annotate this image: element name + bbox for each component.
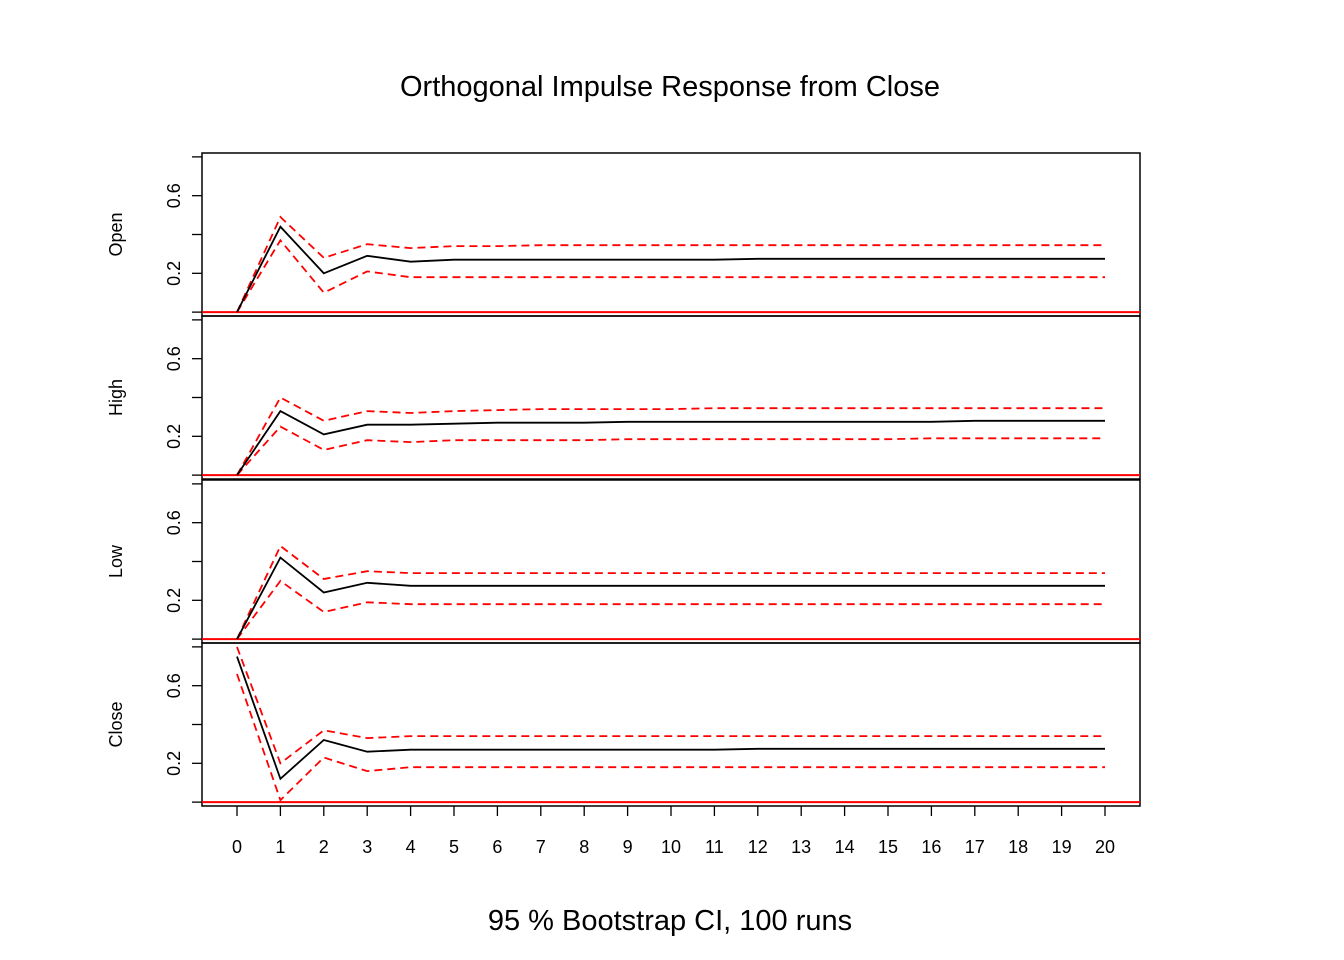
panel-frame — [201, 642, 1141, 807]
y-tick-label: 0.6 — [164, 346, 184, 371]
x-tick-label: 4 — [406, 837, 416, 857]
panel-close: 0.2 0.6 Close — [106, 642, 1141, 807]
ci-upper-line — [236, 215, 1105, 313]
irf-line — [236, 556, 1105, 640]
x-tick-label: 16 — [921, 837, 941, 857]
x-tick-label: 12 — [748, 837, 768, 857]
panel-label-low: Low — [106, 544, 126, 578]
irf-line — [236, 225, 1105, 313]
panel-open: 0.2 0.6 Open — [106, 152, 1141, 317]
x-tick-label: 14 — [835, 837, 855, 857]
x-tick-label: 7 — [536, 837, 546, 857]
irf-line — [236, 656, 1105, 781]
ci-lower-line — [236, 579, 1105, 640]
panel-label-close: Close — [106, 701, 126, 747]
chart-panels: 0.2 0.6 Open 0.2 0.6 High 0.2 0.6 Low 0.2 0.6 Close — [106, 152, 1141, 807]
ci-upper-line — [236, 646, 1105, 765]
y-tick-label: 0.2 — [164, 424, 184, 449]
x-tick-label: 1 — [275, 837, 285, 857]
panel-frame — [201, 479, 1141, 644]
x-tick-label: 20 — [1095, 837, 1115, 857]
panel-frame — [201, 315, 1141, 480]
x-tick-label: 10 — [661, 837, 681, 857]
panel-high: 0.2 0.6 High — [106, 315, 1141, 480]
panel-low: 0.2 0.6 Low — [106, 479, 1141, 644]
x-tick-label: 17 — [965, 837, 985, 857]
x-axis: 0 1 2 3 4 5 6 7 8 9 10 11 12 13 14 15 16 17 18 19 20 — [232, 806, 1115, 857]
y-tick-label: 0.6 — [164, 673, 184, 698]
x-tick-label: 9 — [623, 837, 633, 857]
x-tick-label: 2 — [319, 837, 329, 857]
y-tick-label: 0.2 — [164, 588, 184, 613]
chart-title: Orthogonal Impulse Response from Close — [400, 71, 940, 103]
y-tick-label: 0.6 — [164, 510, 184, 535]
ci-lower-line — [236, 673, 1105, 802]
x-tick-label: 13 — [791, 837, 811, 857]
panel-label-open: Open — [106, 212, 126, 256]
x-tick-label: 18 — [1008, 837, 1028, 857]
y-tick-label: 0.6 — [164, 183, 184, 208]
x-tick-label: 5 — [449, 837, 459, 857]
ci-lower-line — [236, 425, 1105, 476]
ci-upper-line — [236, 544, 1105, 640]
x-axis-label: 95 % Bootstrap CI, 100 runs — [488, 905, 852, 937]
y-tick-label: 0.2 — [164, 261, 184, 286]
panel-frame — [201, 152, 1141, 317]
x-tick-label: 0 — [232, 837, 242, 857]
x-tick-label: 6 — [492, 837, 502, 857]
irf-line — [236, 409, 1105, 476]
x-tick-label: 15 — [878, 837, 898, 857]
x-tick-label: 3 — [362, 837, 372, 857]
ci-upper-line — [236, 396, 1105, 476]
x-tick-label: 8 — [579, 837, 589, 857]
panel-label-high: High — [106, 379, 126, 416]
x-tick-label: 11 — [705, 837, 724, 857]
ci-lower-line — [236, 238, 1105, 313]
y-tick-label: 0.2 — [164, 751, 184, 776]
x-tick-label: 19 — [1052, 837, 1072, 857]
